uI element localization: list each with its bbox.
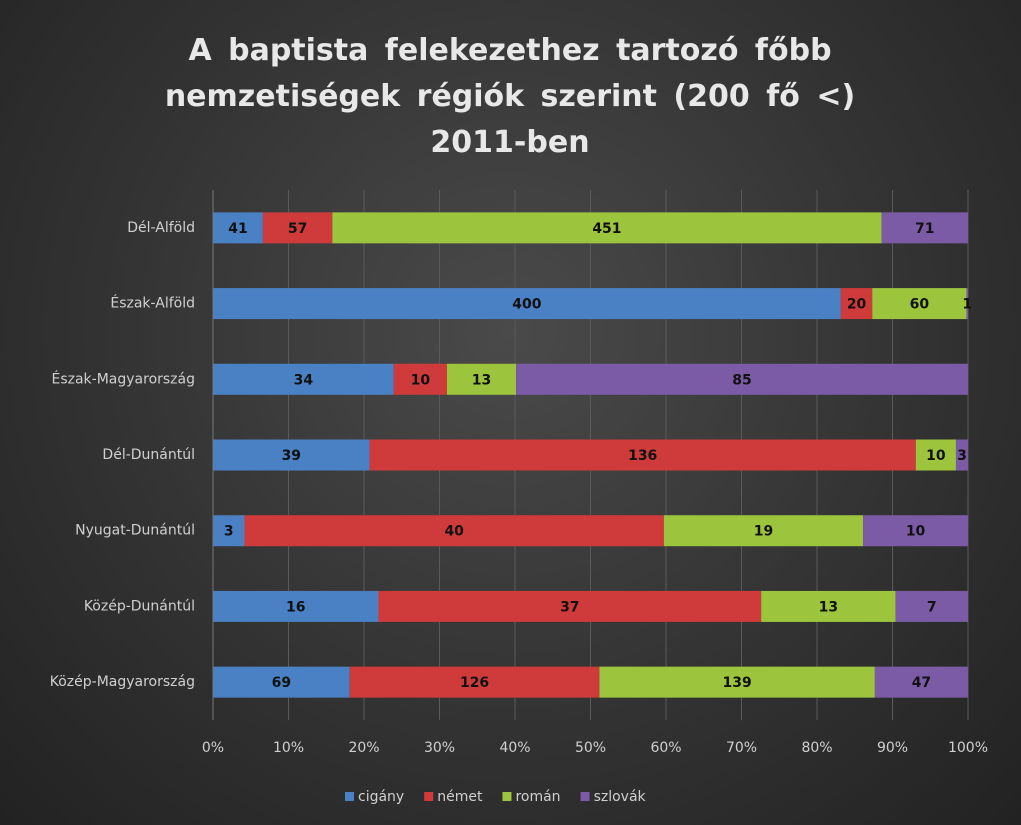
data-label: 451 (592, 221, 621, 237)
bar-segment (213, 288, 841, 320)
data-label: 60 (910, 297, 930, 313)
y-tick-label: Dél-Dunántúl (102, 447, 195, 463)
bar-segment (369, 439, 916, 471)
bar-segment (332, 212, 882, 244)
x-tick-label: 60% (650, 740, 681, 756)
x-tick-label: 0% (202, 740, 224, 756)
x-tick-label: 50% (575, 740, 606, 756)
bar-segment (599, 666, 875, 698)
bar-segment (213, 590, 379, 622)
x-tick-label: 70% (726, 740, 757, 756)
bar-segment (895, 590, 968, 622)
legend-label: román (515, 789, 560, 805)
bar-segment (213, 212, 263, 244)
bar-segment (393, 363, 447, 395)
data-label: 85 (732, 372, 751, 388)
x-tick-label: 40% (499, 740, 530, 756)
x-tick-label: 20% (348, 740, 379, 756)
data-label: 10 (411, 372, 431, 388)
bar-segment (244, 515, 664, 547)
data-label: 47 (912, 675, 931, 691)
data-label: 41 (228, 221, 247, 237)
legend-label: cigány (358, 789, 404, 805)
data-label: 10 (926, 448, 946, 464)
legend-swatch (502, 792, 512, 801)
y-tick-label: Közép-Dunántúl (84, 598, 195, 614)
bar-segment (663, 515, 864, 547)
data-label: 57 (288, 221, 307, 237)
data-label: 10 (906, 524, 926, 540)
data-label: 3 (957, 448, 967, 464)
data-label: 13 (819, 599, 838, 615)
data-label: 7 (927, 599, 937, 615)
bar-segment (966, 288, 968, 320)
x-tick-label: 80% (801, 740, 832, 756)
data-label: 34 (294, 372, 314, 388)
legend-swatch (345, 792, 354, 801)
bar-segment (872, 288, 967, 320)
bar-segment (761, 590, 896, 622)
x-tick-label: 30% (424, 740, 455, 756)
data-label: 139 (723, 675, 752, 691)
bar-segment (213, 363, 394, 395)
bar-segment (874, 666, 968, 698)
bar-segment (863, 515, 968, 547)
chart-title: A baptista felekezethez tartozó főbb nem… (164, 33, 856, 160)
data-label: 13 (472, 372, 491, 388)
y-tick-label: Közép-Magyarország (50, 674, 195, 690)
bar-segment (915, 439, 956, 471)
bar-segment (516, 363, 968, 395)
data-label: 37 (560, 599, 579, 615)
data-label: 40 (444, 524, 464, 540)
y-tick-label: Észak-Alföld (110, 295, 195, 312)
y-tick-label: Nyugat-Dunántúl (75, 523, 195, 539)
bar-segment (378, 590, 762, 622)
bar-segment (213, 515, 245, 547)
y-tick-label: Észak-Magyarország (51, 370, 195, 387)
data-label: 39 (282, 448, 301, 464)
data-label: 400 (512, 297, 541, 313)
bar-segment (955, 439, 968, 471)
legend-label: német (437, 789, 483, 805)
bar-segment (262, 212, 333, 244)
data-label: 69 (272, 675, 291, 691)
legend-label: szlovák (594, 789, 647, 805)
data-label: 16 (286, 599, 305, 615)
data-label: 136 (628, 448, 657, 464)
data-label: 1 (962, 297, 972, 313)
y-tick-label: Dél-Alföld (127, 220, 195, 236)
bar-segment (349, 666, 600, 698)
bar-segment (213, 439, 370, 471)
x-tick-label: 100% (948, 740, 988, 756)
data-label: 20 (847, 297, 867, 313)
legend-swatch (580, 792, 590, 801)
data-label: 19 (754, 524, 773, 540)
bar-segment (446, 363, 517, 395)
x-tick-label: 10% (273, 740, 304, 756)
data-label: 71 (915, 221, 934, 237)
legend-swatch (424, 792, 434, 801)
data-label: 3 (224, 524, 234, 540)
bar-segment (881, 212, 968, 244)
x-tick-label: 90% (877, 740, 908, 756)
bar-segment (840, 288, 873, 320)
data-label: 126 (460, 675, 489, 691)
bar-segment (213, 666, 350, 698)
